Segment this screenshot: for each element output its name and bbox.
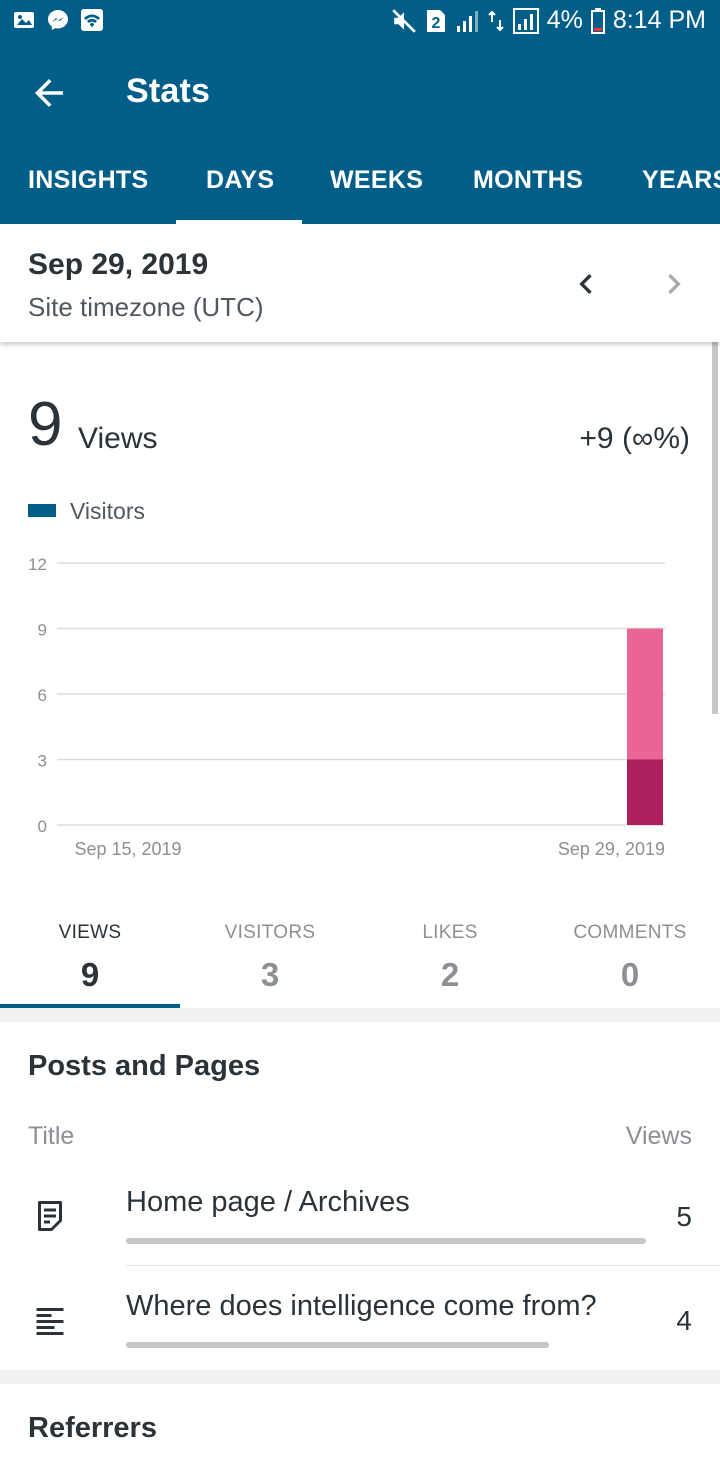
timezone-label: Site timezone (UTC) [28,292,264,322]
row-views-bar [126,1238,646,1244]
stat-label: VIEWS [58,922,122,943]
stat-tab-comments[interactable]: COMMENTS 0 [540,922,720,994]
clock: 8:14 PM [612,6,706,34]
stat-label: COMMENTS [573,922,687,943]
views-chart[interactable]: 0 3 6 9 12 Sep 15, 2019 Sep 29, 2019 [0,540,720,880]
legend-label: Visitors [70,498,145,524]
stat-value: 0 [620,956,640,993]
page-title: Stats [126,72,211,110]
tab-weeks[interactable]: WEEKS [330,166,424,194]
posts-pages-title: Posts and Pages [28,1050,261,1082]
row-views: 4 [676,1305,692,1336]
visitors-bar [627,759,663,825]
stat-value: 2 [440,956,460,993]
y-tick-label: 0 [38,817,47,836]
row-title[interactable]: Home page / Archives [126,1186,410,1218]
scrollbar[interactable] [712,342,718,714]
battery-icon [590,7,605,34]
column-header-title: Title [28,1122,75,1150]
wifi-icon [81,9,103,31]
page-icon [38,1201,62,1231]
post-icon [36,1308,64,1335]
tab-indicator [176,220,302,224]
y-tick-label: 3 [38,752,47,771]
row-divider [126,1265,720,1266]
battery-percent: 4% [546,6,583,34]
stat-tab-likes[interactable]: LIKES 2 [360,922,540,994]
views-label: Views [78,422,158,455]
row-title[interactable]: Where does intelligence come from? [126,1290,597,1322]
chevron-left-icon[interactable] [566,264,606,304]
tab-insights[interactable]: INSIGHTS [28,166,149,194]
stat-tab-indicator [0,1004,180,1008]
row-views-bar [126,1342,549,1348]
section-divider [0,1008,720,1022]
y-tick-label: 9 [38,621,47,640]
y-tick-label: 6 [38,686,47,705]
messenger-icon [48,10,68,30]
stat-tab-visitors[interactable]: VISITORS 3 [180,922,360,994]
tab-days[interactable]: DAYS [206,166,275,194]
legend-swatch [28,504,56,517]
chevron-right-icon[interactable] [654,264,694,304]
selected-date: Sep 29, 2019 [28,248,209,281]
stat-value: 3 [260,956,280,993]
stat-label: VISITORS [224,922,316,943]
sim-icon: 2 [426,9,445,32]
row-views: 5 [676,1201,692,1232]
x-tick-label: Sep 15, 2019 [74,839,181,859]
signal-box-icon [512,7,539,34]
views-count: 9 [28,390,63,459]
mute-icon [391,8,416,33]
data-icon [488,10,504,31]
x-tick-label: Sep 29, 2019 [558,839,665,859]
gallery-icon [14,12,34,28]
sim-badge: 2 [431,15,440,32]
arrow-left-icon[interactable] [28,72,70,114]
section-divider [0,1370,720,1384]
referrers-title: Referrers [28,1412,157,1444]
signal-icon [456,10,478,32]
views-change: +9 (∞%) [579,422,690,455]
stat-tab-views[interactable]: VIEWS 9 [0,922,180,994]
status-bar: 2 4% 8:14 PM [0,0,720,44]
stat-label: LIKES [422,922,478,943]
column-header-views: Views [625,1122,692,1150]
views-bar [627,628,663,760]
y-tick-label: 12 [28,555,47,574]
date-header: Sep 29, 2019 Site timezone (UTC) [0,224,720,342]
tab-months[interactable]: MONTHS [473,166,584,194]
app-bar: Stats [0,44,720,140]
stat-value: 9 [80,956,100,993]
